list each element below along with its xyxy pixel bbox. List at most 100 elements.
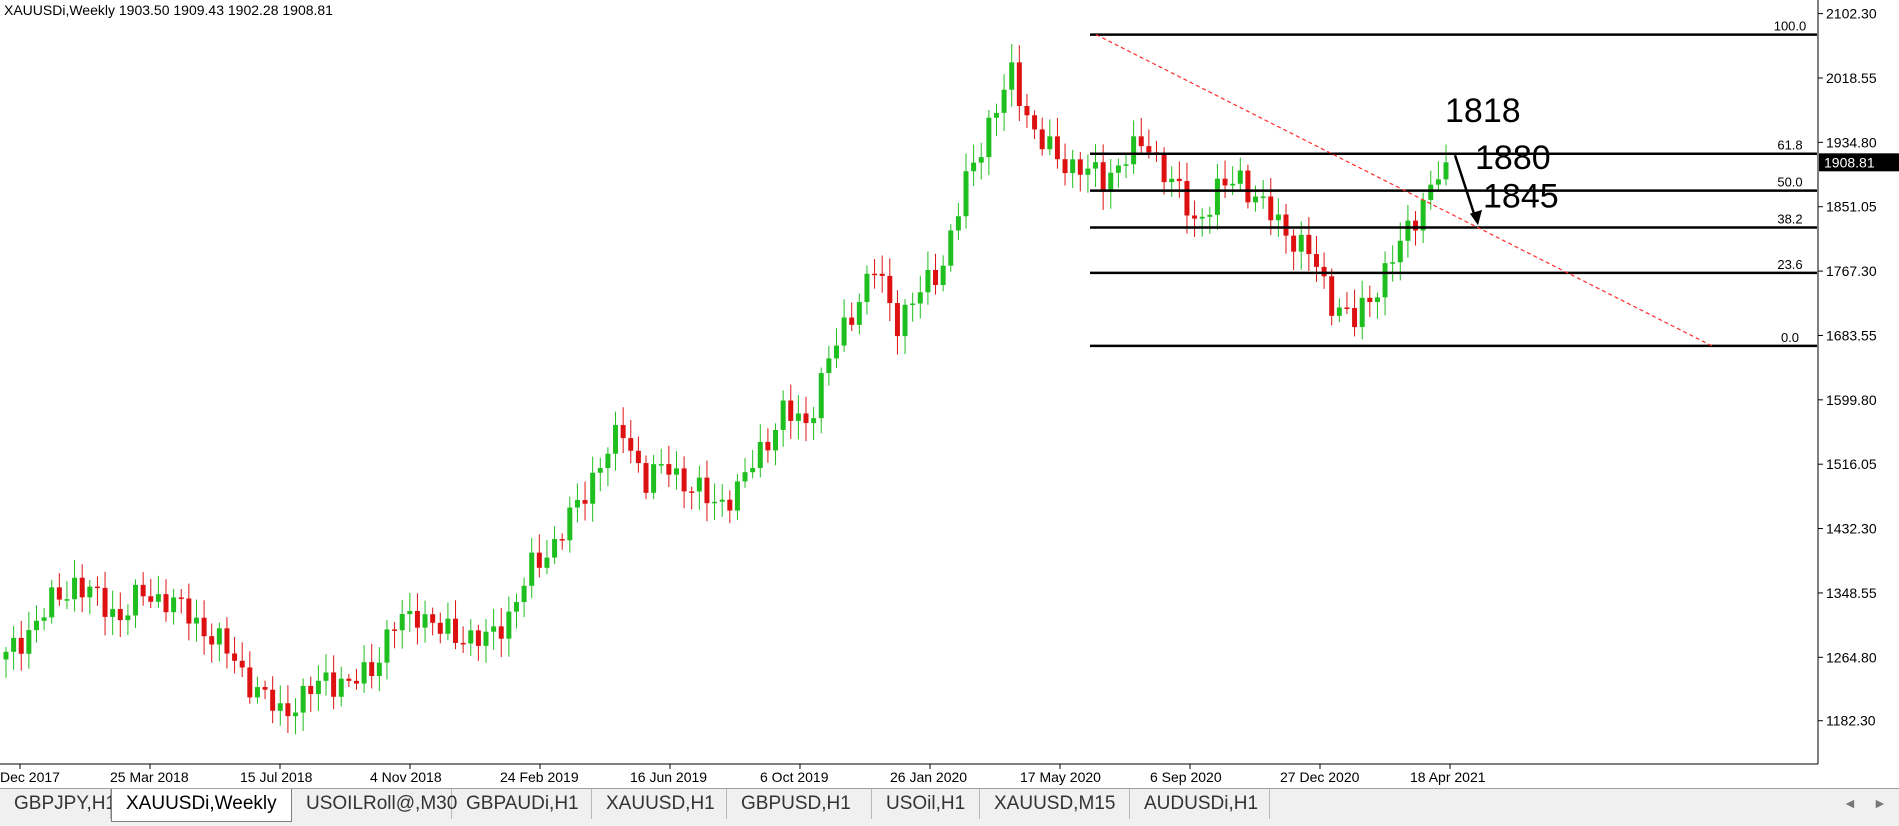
price-tick-label: 1767.30	[1826, 263, 1877, 279]
current-price-box	[1819, 153, 1899, 172]
candle-body	[163, 594, 169, 613]
candle-body	[11, 637, 17, 652]
candle-body	[49, 587, 55, 618]
candle-body	[72, 577, 78, 600]
candle-body	[1428, 184, 1434, 200]
candle-body	[224, 628, 230, 654]
candle-body	[1237, 170, 1243, 184]
candle-body	[26, 630, 32, 654]
candle-body	[1268, 196, 1274, 221]
time-tick-label: 25 Mar 2018	[110, 769, 189, 785]
price-tick-label: 1348.55	[1826, 585, 1877, 601]
tab-xauusd-m15[interactable]: XAUUSD,M15	[980, 789, 1130, 819]
candle-body	[1367, 297, 1373, 303]
candle-body	[933, 269, 939, 286]
candle-body	[125, 615, 131, 621]
chart-tab-bar: GBPJPY,H1 XAUUSDi,Weekly USOILRoll@,M30 GBP…	[0, 788, 1899, 826]
time-tick-label: 16 Jun 2019	[630, 769, 707, 785]
candle-body	[948, 230, 954, 266]
tab-usoilroll-m30[interactable]: USOILRoll@,M30	[292, 789, 457, 819]
time-tick-label: 6 Sep 2020	[1150, 769, 1222, 785]
candle-body	[94, 586, 100, 589]
candle-body	[155, 594, 161, 602]
tab-gbpaudi-h1[interactable]: GBPAUDi,H1	[452, 789, 592, 819]
candle-body	[338, 678, 344, 697]
candle-body	[811, 418, 817, 424]
candle-body	[498, 626, 504, 639]
price-tick-label: 1264.80	[1826, 649, 1877, 665]
candle-body	[879, 273, 885, 276]
candle-body	[117, 609, 123, 621]
candle-body	[978, 157, 984, 163]
candle-body	[277, 703, 283, 711]
candle-body	[635, 450, 641, 464]
candle-body	[567, 507, 573, 541]
candle-body	[643, 463, 649, 493]
candle-body	[262, 687, 268, 690]
candle-body	[437, 622, 443, 634]
tab-gbpjpy-h1[interactable]: GBPJPY,H1	[0, 789, 116, 819]
candle-body	[331, 672, 337, 697]
candle-body	[79, 577, 85, 598]
candle-body	[590, 472, 596, 504]
tab-usoil-h1[interactable]: USOil,H1	[872, 789, 980, 819]
candle-body	[826, 358, 832, 374]
candle-body	[1245, 170, 1251, 203]
candle-body	[757, 441, 763, 469]
price-tick-label: 1432.30	[1826, 521, 1877, 537]
candle-body	[1054, 136, 1060, 160]
candle-body	[833, 345, 839, 359]
fib-level-label: 23.6	[1777, 257, 1802, 272]
tab-scroll-left-icon[interactable]: ◄	[1843, 795, 1857, 811]
candle-body	[247, 667, 253, 698]
candle-body	[658, 464, 664, 466]
candle-body	[872, 273, 878, 276]
candle-body	[788, 400, 794, 421]
candle-body	[1207, 214, 1213, 217]
candle-body	[925, 269, 931, 293]
candle-body	[1291, 235, 1297, 252]
candle-body	[1253, 196, 1259, 203]
candle-body	[56, 587, 62, 600]
candle-body	[216, 628, 222, 645]
price-tick-label: 1599.80	[1826, 392, 1877, 408]
candle-body	[1176, 178, 1182, 182]
candle-body	[712, 501, 718, 504]
price-tick-label: 1182.30	[1826, 713, 1876, 729]
candle-body	[1138, 136, 1144, 147]
candlestick-chart[interactable]: XAUUSDi,Weekly 1903.50 1909.43 1902.28 1…	[0, 0, 1899, 788]
tab-xauusdi-weekly[interactable]: XAUUSDi,Weekly	[111, 789, 292, 822]
candle-body	[902, 304, 908, 337]
tab-scroll-right-icon[interactable]: ►	[1873, 795, 1887, 811]
chart-area[interactable]: XAUUSDi,Weekly 1903.50 1909.43 1902.28 1…	[0, 0, 1899, 788]
tab-xauusd-h1[interactable]: XAUUSD,H1	[592, 789, 727, 819]
tab-gbpusd-h1[interactable]: GBPUSD,H1	[727, 789, 872, 819]
time-tick-label: 15 Jul 2018	[240, 769, 313, 785]
candle-body	[963, 171, 969, 217]
candle-body	[110, 609, 116, 617]
candle-body	[597, 468, 603, 473]
candle-body	[133, 584, 139, 616]
candle-body	[765, 441, 771, 451]
time-tick-label: 17 May 2020	[1020, 769, 1101, 785]
candle-body	[239, 660, 245, 668]
candle-body	[1001, 89, 1007, 113]
candle-body	[1009, 62, 1015, 90]
candle-body	[1184, 181, 1190, 216]
candle-body	[628, 438, 634, 451]
candle-body	[323, 672, 329, 681]
candle-body	[3, 651, 9, 660]
candle-body	[582, 500, 588, 504]
candle-body	[696, 477, 702, 492]
candle-body	[1047, 136, 1053, 150]
candle-body	[544, 557, 550, 568]
candle-body	[704, 477, 710, 504]
candle-body	[376, 662, 382, 677]
candle-body	[1032, 115, 1038, 130]
annotation-text: 1880	[1475, 139, 1551, 177]
candle-body	[719, 499, 725, 502]
tab-audusdi-h1[interactable]: AUDUSDi,H1	[1130, 789, 1270, 819]
candle-body	[1123, 164, 1129, 166]
candle-body	[574, 500, 580, 508]
candle-body	[1329, 276, 1335, 316]
